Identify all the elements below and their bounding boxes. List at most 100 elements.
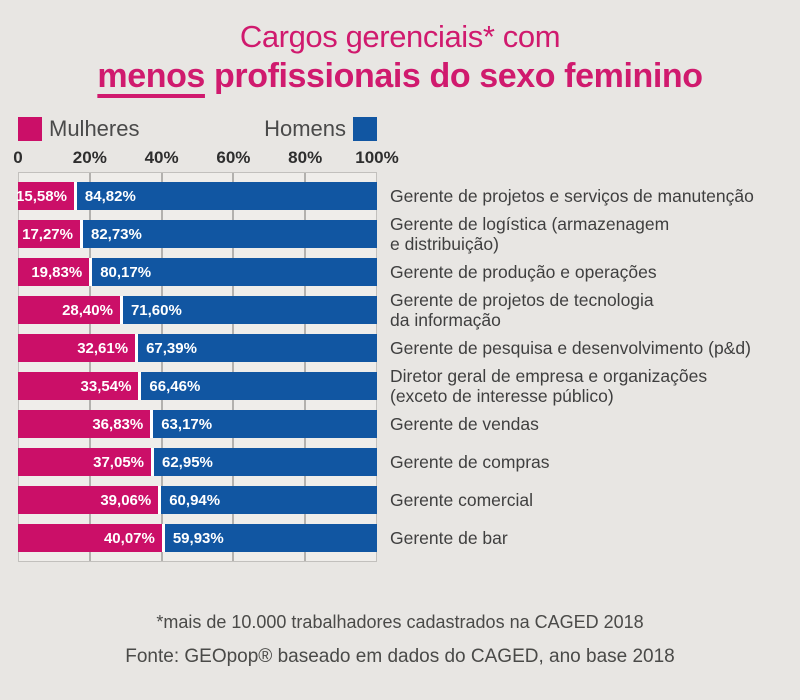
men-bar-segment: 60,94%: [161, 486, 377, 514]
men-percent-value: 67,39%: [146, 339, 197, 357]
bar-row: 15,58% 84,82% Gerente de projetos e serv…: [16, 182, 788, 210]
women-percent-value: 15,58%: [16, 187, 67, 205]
men-bar-segment: 67,39%: [138, 334, 377, 362]
women-percent-value: 37,05%: [93, 453, 144, 471]
title-emphasis-word: menos: [97, 57, 205, 95]
bar-row: 33,54% 66,46% Diretor geral de empresa e…: [18, 366, 788, 406]
men-bar-segment: 59,93%: [164, 524, 377, 552]
women-color-swatch-icon: [18, 117, 42, 141]
title-line1: Cargos gerenciais* com: [239, 19, 561, 54]
title-line2-rest: profissionais do sexo feminino: [204, 57, 703, 95]
category-label: Diretor geral de empresa e organizações …: [390, 366, 708, 406]
page-title: Cargos gerenciais* com menos profissiona…: [0, 18, 800, 96]
category-label: Gerente de projetos e serviços de manute…: [390, 186, 754, 206]
x-axis: 0 20% 40% 60% 80% 100%: [13, 148, 398, 169]
women-bar-segment: 19,83%: [18, 258, 90, 286]
men-percent-value: 66,46%: [149, 377, 201, 395]
category-label: Gerente de produção e operações: [390, 262, 657, 282]
footnote-asterisk: *mais de 10.000 trabalhadores cadastrado…: [156, 612, 644, 632]
men-bar-segment: 71,60%: [122, 296, 377, 324]
bar-track: 28,40% 71,60%: [18, 296, 377, 324]
women-bar-segment: 36,83%: [18, 410, 151, 438]
axis-tick-label: 60%: [216, 148, 251, 167]
category-label: Gerente de logística (armazenagem e dist…: [390, 214, 670, 254]
legend: Mulheres Homens: [18, 116, 377, 142]
segment-divider: [161, 524, 165, 552]
women-percent-value: 19,83%: [31, 263, 83, 281]
axis-tick-label: 20%: [72, 148, 107, 167]
women-bar-segment: 32,61%: [18, 334, 136, 362]
segment-divider: [89, 258, 93, 286]
segment-divider: [119, 296, 123, 324]
axis-tick-label: 80%: [288, 148, 323, 167]
bar-track: 39,06% 60,94%: [18, 486, 377, 514]
category-label: Gerente de vendas: [390, 414, 539, 434]
men-bar-segment: 66,46%: [141, 372, 377, 400]
segment-divider: [73, 182, 77, 210]
men-percent-value: 80,17%: [100, 263, 152, 281]
women-percent-value: 40,07%: [103, 529, 155, 547]
category-label: Gerente de compras: [390, 452, 550, 472]
men-percent-value: 71,60%: [130, 301, 182, 319]
segment-divider: [158, 486, 162, 514]
title-line2: menos profissionais do sexo feminino: [0, 56, 800, 96]
bar-row: 32,61% 67,39% Gerente de pesquisa e dese…: [18, 334, 788, 362]
legend-men-label: Homens: [264, 116, 346, 141]
segment-divider: [138, 372, 142, 400]
women-percent-value: 33,54%: [80, 377, 132, 395]
women-bar-segment: 39,06%: [18, 486, 159, 514]
women-percent-value: 28,40%: [62, 301, 113, 319]
bar-row: 36,83% 63,17% Gerente de vendas: [18, 410, 788, 438]
bar-track: 32,61% 67,39%: [18, 334, 377, 362]
men-percent-value: 82,73%: [90, 225, 142, 243]
men-percent-value: 59,93%: [172, 529, 224, 547]
bar-track: 36,83% 63,17%: [18, 410, 377, 438]
men-bar-segment: 62,95%: [154, 448, 377, 476]
segment-divider: [135, 334, 139, 362]
women-bar-segment: 40,07%: [18, 524, 162, 552]
bar-rows: 15,58% 84,82% Gerente de projetos e serv…: [16, 172, 788, 562]
men-color-swatch-icon: [353, 117, 377, 141]
women-bar-segment: 37,05%: [18, 448, 151, 476]
bar-track: 40,07% 59,93%: [18, 524, 377, 552]
women-bar-segment: 33,54%: [18, 372, 139, 400]
category-label: Gerente de pesquisa e desenvolvimento (p…: [390, 338, 751, 358]
men-bar-segment: 63,17%: [153, 410, 377, 438]
men-bar-segment: 80,17%: [92, 258, 377, 286]
men-bar-segment: 82,73%: [82, 220, 377, 248]
women-percent-value: 39,06%: [100, 491, 152, 509]
women-bar-segment: 17,27%: [18, 220, 80, 248]
category-label: Gerente de bar: [390, 528, 508, 548]
women-percent-value: 32,61%: [77, 339, 129, 357]
gridline: [232, 173, 235, 561]
bar-track: 15,58% 84,82%: [16, 182, 377, 210]
bar-row: 37,05% 62,95% Gerente de compras: [18, 448, 788, 476]
bar-row: 17,27% 82,73% Gerente de logística (arma…: [18, 214, 788, 254]
category-label: Gerente de projetos de tecnologia da inf…: [390, 290, 654, 330]
men-percent-value: 63,17%: [161, 415, 213, 433]
bar-row: 28,40% 71,60% Gerente de projetos de tec…: [18, 290, 788, 330]
footnote-source: Fonte: GEOpop® baseado em dados do CAGED…: [125, 646, 675, 667]
gridline: [303, 173, 306, 561]
segment-divider: [150, 410, 154, 438]
women-percent-value: 17,27%: [22, 225, 73, 243]
women-bar-segment: 28,40%: [18, 296, 120, 324]
bar-track: 37,05% 62,95%: [18, 448, 377, 476]
category-label: Gerente comercial: [390, 490, 533, 510]
gridline: [160, 173, 163, 561]
men-percent-value: 62,95%: [162, 453, 213, 471]
axis-tick-label: 0: [13, 148, 23, 167]
bar-track: 19,83% 80,17%: [18, 258, 377, 286]
segment-divider: [151, 448, 154, 476]
bar-chart: 15,58% 84,82% Gerente de projetos e serv…: [16, 172, 788, 562]
bar-row: 40,07% 59,93% Gerente de bar: [18, 524, 788, 552]
men-bar-segment: 84,82%: [76, 182, 377, 210]
axis-tick-label: 100%: [355, 148, 399, 167]
bar-track: 17,27% 82,73%: [18, 220, 377, 248]
gridline: [89, 173, 92, 561]
men-percent-value: 60,94%: [169, 491, 221, 509]
footnotes: *mais de 10.000 trabalhadores cadastrado…: [0, 612, 800, 668]
men-percent-value: 84,82%: [84, 187, 136, 205]
women-bar-segment: 15,58%: [16, 182, 74, 210]
